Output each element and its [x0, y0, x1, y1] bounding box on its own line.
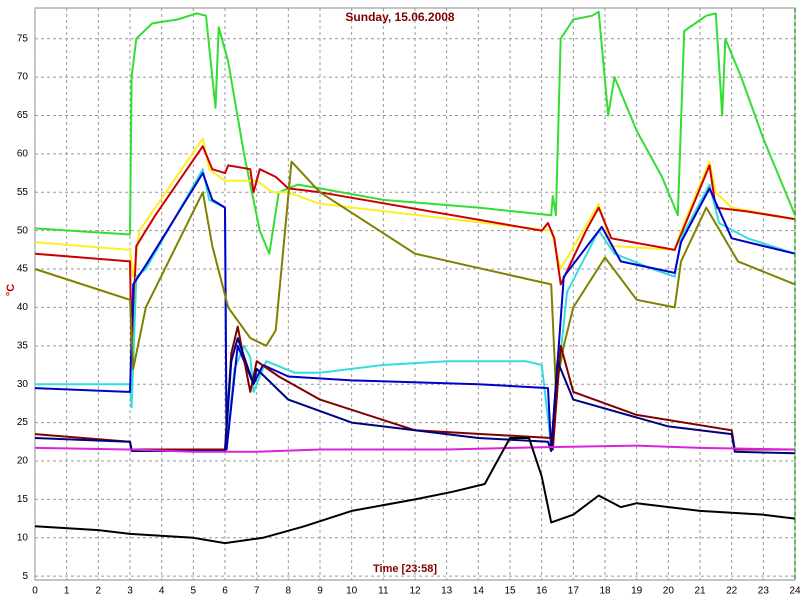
x-tick-label: 24 [789, 586, 800, 597]
x-axis-label: Time [23:58] [373, 563, 437, 575]
x-tick-label: 15 [504, 586, 516, 597]
x-tick-label: 16 [536, 586, 548, 597]
y-tick-label: 70 [17, 72, 29, 83]
x-tick-label: 23 [758, 586, 770, 597]
lines [34, 10, 796, 545]
y-tick-label: 30 [17, 379, 29, 390]
y-axis-label: °C [5, 284, 17, 296]
y-tick-label: 75 [17, 33, 29, 44]
y-tick-label: 40 [17, 302, 29, 313]
x-tick-label: 7 [254, 586, 260, 597]
x-tick-label: 17 [568, 586, 580, 597]
y-tick-label: 10 [17, 532, 29, 543]
x-tick-label: 13 [441, 586, 453, 597]
x-tick-label: 12 [409, 586, 421, 597]
x-tick-label: 5 [191, 586, 197, 597]
x-tick-label: 22 [726, 586, 738, 597]
x-tick-label: 10 [346, 586, 358, 597]
x-tick-label: 1 [64, 586, 70, 597]
x-tick-label: 18 [599, 586, 611, 597]
y-tick-label: 35 [17, 340, 29, 351]
y-tick-label: 5 [22, 571, 28, 582]
y-tick-label: 65 [17, 110, 29, 121]
x-tick-label: 21 [694, 586, 706, 597]
series-line [34, 160, 796, 390]
y-tick-label: 50 [17, 225, 29, 236]
x-tick-label: 20 [663, 586, 675, 597]
series-line [34, 145, 796, 355]
x-tick-label: 14 [473, 586, 485, 597]
series-line [34, 172, 796, 451]
y-tick-label: 60 [17, 149, 29, 160]
y-tick-label: 15 [17, 494, 29, 505]
x-tick-label: 3 [127, 586, 133, 597]
x-tick-label: 8 [286, 586, 292, 597]
x-tick-label: 4 [159, 586, 165, 597]
y-tick-label: 55 [17, 187, 29, 198]
y-tick-label: 25 [17, 417, 29, 428]
series-line [34, 437, 796, 545]
x-tick-label: 2 [96, 586, 102, 597]
x-tick-label: 19 [631, 586, 643, 597]
x-tick-label: 0 [32, 586, 38, 597]
y-tick-label: 45 [17, 264, 29, 275]
series-line [34, 137, 796, 278]
series-line [34, 10, 796, 255]
y-tick-label: 20 [17, 456, 29, 467]
series-line [34, 444, 796, 453]
x-tick-label: 6 [222, 586, 228, 597]
x-tick-label: 11 [378, 586, 389, 597]
chart-title: Sunday, 15.06.2008 [345, 10, 455, 24]
x-tick-label: 9 [317, 586, 323, 597]
